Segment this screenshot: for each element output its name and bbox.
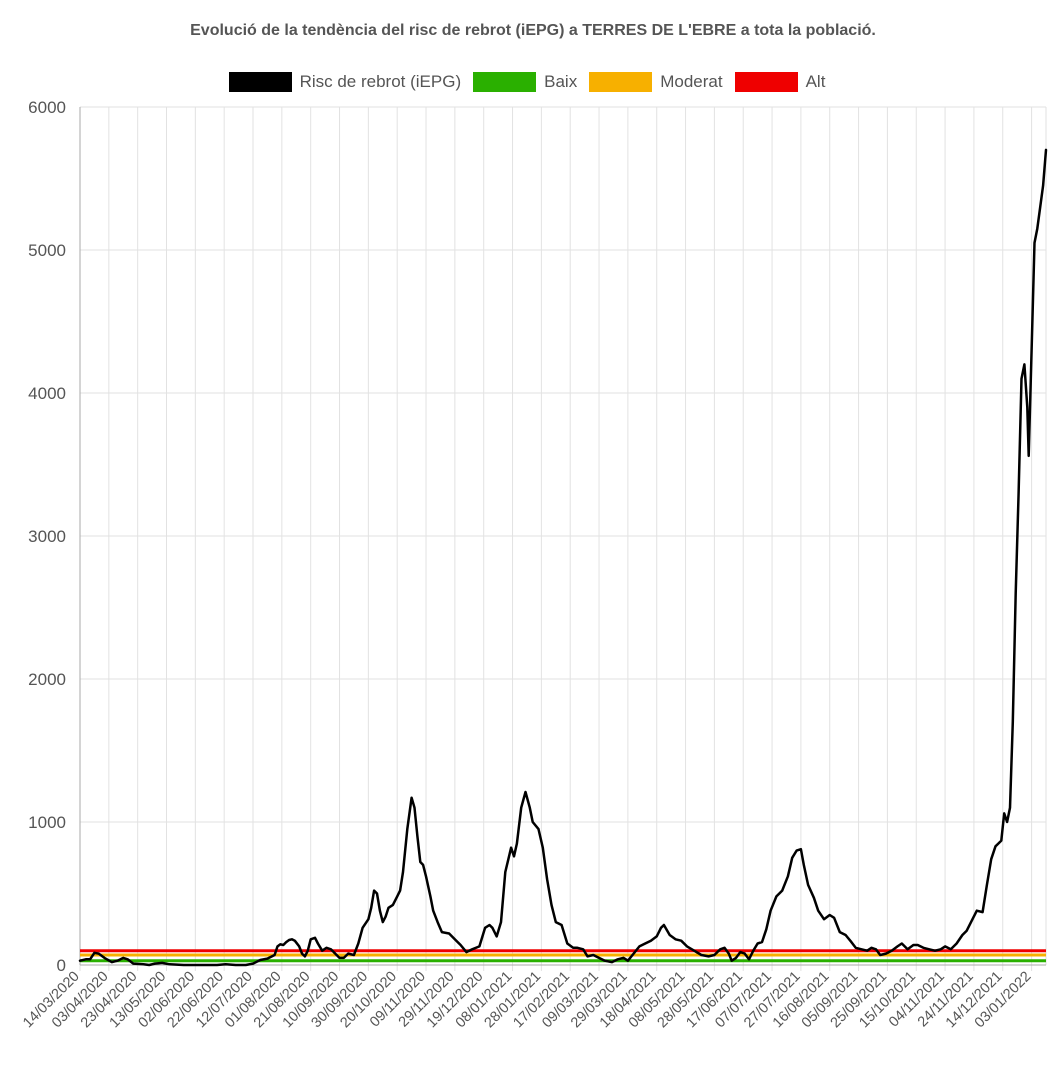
- legend-swatch: [734, 72, 798, 92]
- chart-title: Evolució de la tendència del risc de reb…: [190, 22, 876, 39]
- y-tick-label: 4000: [28, 384, 66, 403]
- y-tick-label: 0: [57, 956, 66, 975]
- legend-swatch: [589, 72, 653, 92]
- chart-legend: Risc de rebrot (iEPG) Baix Moderat Alt: [0, 72, 1054, 92]
- legend-swatch: [473, 72, 537, 92]
- legend-label: Baix: [544, 72, 578, 91]
- legend-label: Alt: [805, 72, 826, 91]
- legend-label: Moderat: [660, 72, 723, 91]
- legend-item[interactable]: Risc de rebrot (iEPG): [228, 72, 462, 92]
- y-tick-label: 3000: [28, 527, 66, 546]
- legend-swatch: [228, 72, 292, 92]
- y-tick-label: 6000: [28, 98, 66, 117]
- y-tick-label: 1000: [28, 813, 66, 832]
- legend-label: Risc de rebrot (iEPG): [299, 72, 462, 91]
- y-tick-label: 2000: [28, 670, 66, 689]
- legend-item[interactable]: Alt: [734, 72, 826, 92]
- y-tick-label: 5000: [28, 241, 66, 260]
- legend-item[interactable]: Moderat: [589, 72, 723, 92]
- legend-item[interactable]: Baix: [473, 72, 577, 92]
- series-line-iepg: [78, 148, 1048, 967]
